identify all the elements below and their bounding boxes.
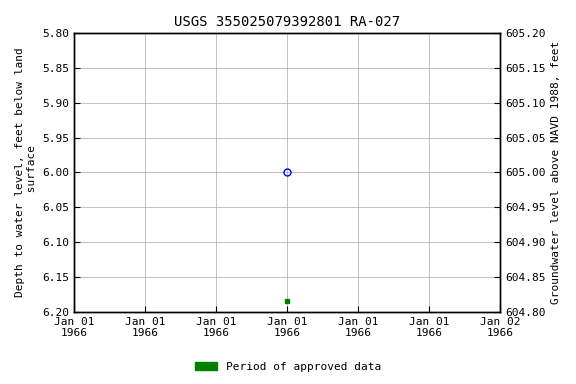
Legend: Period of approved data: Period of approved data — [191, 358, 385, 377]
Y-axis label: Groundwater level above NAVD 1988, feet: Groundwater level above NAVD 1988, feet — [551, 41, 561, 304]
Y-axis label: Depth to water level, feet below land
 surface: Depth to water level, feet below land su… — [15, 48, 37, 297]
Title: USGS 355025079392801 RA-027: USGS 355025079392801 RA-027 — [174, 15, 400, 29]
